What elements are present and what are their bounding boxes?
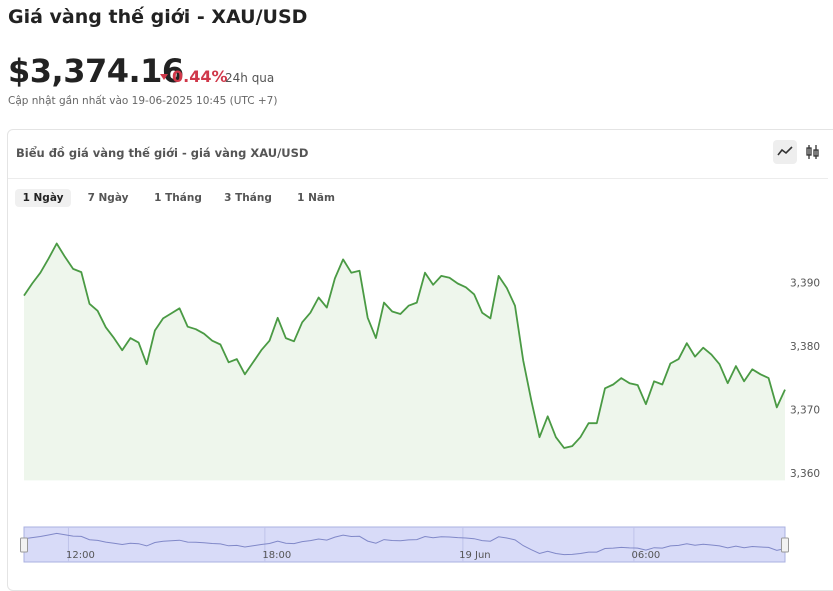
y-tick-label: 3,370 <box>790 405 820 417</box>
tab[interactable]: 1 Tháng <box>154 192 202 204</box>
updated: Cập nhật gần nhất vào 19-06-2025 10:45 (… <box>8 95 278 107</box>
mode-icons <box>777 145 819 159</box>
separator <box>8 178 828 179</box>
navigator <box>23 526 786 563</box>
navigator-handle <box>781 537 789 553</box>
page: Giá vàng thế giới - XAU/USD $3,374.16 0.… <box>7 6 833 591</box>
change-period: 24h qua <box>225 71 275 85</box>
area <box>24 243 785 481</box>
navigator-tick-label: 18:00 <box>262 550 291 561</box>
y-tick-label: 3,390 <box>790 278 820 290</box>
tab[interactable]: 1 Ngày <box>15 189 71 207</box>
navigator-tick-label: 12:00 <box>66 550 95 561</box>
navigator-tick-label: 06:00 <box>631 550 660 561</box>
tab[interactable]: 3 Tháng <box>224 192 272 204</box>
y-tick-label: 3,360 <box>790 468 820 480</box>
navigator-tick-label: 19 Jun <box>459 550 491 561</box>
tab[interactable]: 1 Năm <box>297 192 335 204</box>
price-line <box>23 242 786 449</box>
down-arrow <box>160 74 168 80</box>
navigator-handle <box>20 537 28 553</box>
y-tick-label: 3,380 <box>790 341 820 353</box>
card-title: Biểu đồ giá vàng thế giới - giá vàng XAU… <box>16 146 309 160</box>
page-title: Giá vàng thế giới - XAU/USD <box>8 6 308 28</box>
price: $3,374.16 <box>8 52 184 90</box>
tab[interactable]: 7 Ngày <box>87 192 129 204</box>
change: 0.44% <box>172 67 228 86</box>
navigator-line <box>23 532 786 556</box>
chart: 3,360 3,370 3,380 3,390 12:00 18:00 19 Jun 06:0… <box>20 242 820 563</box>
